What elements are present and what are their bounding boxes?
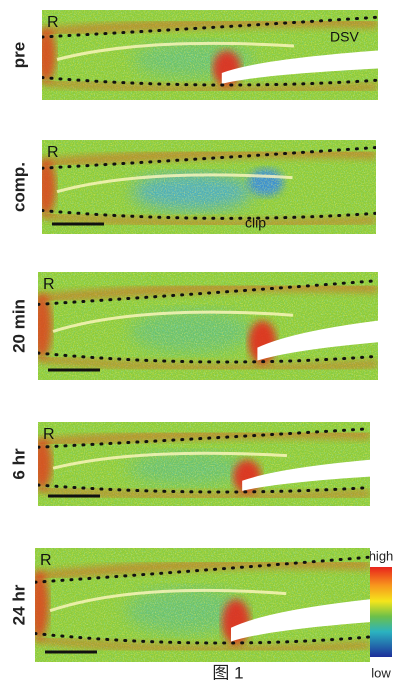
speckle-image [36, 140, 376, 234]
speckle-image [29, 548, 370, 662]
speckle-image [32, 272, 378, 380]
marker-r: R [47, 14, 59, 31]
caption: 图 1 [212, 663, 243, 682]
speckle-image [36, 10, 378, 100]
panel-label: 20 min [9, 299, 28, 353]
annotation: DSV [330, 29, 359, 45]
panel-label: comp. [9, 162, 28, 212]
marker-r: R [43, 426, 55, 443]
marker-r: R [40, 552, 52, 569]
panel-label: 24 hr [9, 584, 28, 625]
figure: high low 图 1 R DSV pre Rclip comp. R 20 min R 6 … [0, 0, 405, 683]
panel-label: 6 hr [9, 448, 28, 480]
panel-label: pre [9, 42, 28, 68]
colorbar [370, 567, 392, 657]
marker-r: R [43, 276, 55, 293]
annotation: clip [245, 215, 266, 231]
colorbar-high: high [369, 548, 394, 563]
colorbar-low: low [371, 665, 391, 680]
marker-r: R [47, 144, 59, 161]
speckle-image [32, 422, 370, 506]
